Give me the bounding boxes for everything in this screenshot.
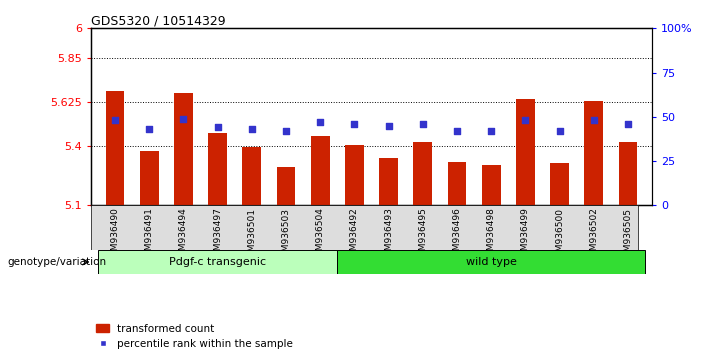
Bar — [585, 101, 603, 205]
Bar — [482, 165, 501, 205]
Bar — [174, 93, 193, 205]
Text: GDS5320 / 10514329: GDS5320 / 10514329 — [91, 14, 226, 27]
Point — [144, 126, 155, 132]
Text: GSM936505: GSM936505 — [623, 207, 632, 263]
Bar — [337, 250, 645, 274]
Text: GSM936496: GSM936496 — [453, 207, 461, 262]
Text: GSM936502: GSM936502 — [590, 207, 598, 262]
Bar — [277, 167, 295, 205]
Bar — [448, 162, 466, 205]
Text: GSM936497: GSM936497 — [213, 207, 222, 262]
Bar — [550, 163, 569, 205]
Text: genotype/variation: genotype/variation — [7, 257, 106, 267]
Bar — [379, 158, 398, 205]
Text: Pdgf-c transgenic: Pdgf-c transgenic — [169, 257, 266, 267]
Bar — [98, 250, 337, 274]
Text: GSM936503: GSM936503 — [282, 207, 290, 263]
Bar — [311, 136, 329, 205]
Text: GSM936501: GSM936501 — [247, 207, 257, 263]
Text: GSM936490: GSM936490 — [111, 207, 120, 262]
Point — [383, 123, 394, 129]
Bar — [106, 91, 125, 205]
Bar — [414, 142, 433, 205]
Point — [212, 125, 223, 130]
Bar — [243, 147, 261, 205]
Point — [520, 118, 531, 123]
Point — [622, 121, 634, 127]
Text: GSM936499: GSM936499 — [521, 207, 530, 262]
Point — [246, 126, 257, 132]
Point — [315, 119, 326, 125]
Bar — [516, 99, 535, 205]
Text: GSM936495: GSM936495 — [418, 207, 428, 262]
Bar — [345, 145, 364, 205]
Point — [178, 116, 189, 121]
Text: GSM936493: GSM936493 — [384, 207, 393, 262]
Text: wild type: wild type — [465, 257, 517, 267]
Bar — [140, 151, 158, 205]
Point — [554, 128, 565, 134]
Bar — [208, 132, 227, 205]
Text: GSM936494: GSM936494 — [179, 207, 188, 262]
Point — [280, 128, 292, 134]
Text: GSM936500: GSM936500 — [555, 207, 564, 263]
Text: GSM936504: GSM936504 — [315, 207, 325, 262]
Point — [588, 118, 599, 123]
Bar — [618, 142, 637, 205]
Point — [109, 118, 121, 123]
Point — [417, 121, 428, 127]
Text: GSM936498: GSM936498 — [486, 207, 496, 262]
Text: GSM936491: GSM936491 — [145, 207, 154, 262]
Point — [349, 121, 360, 127]
Point — [451, 128, 463, 134]
Text: GSM936492: GSM936492 — [350, 207, 359, 262]
Legend: transformed count, percentile rank within the sample: transformed count, percentile rank withi… — [96, 324, 293, 349]
Point — [486, 128, 497, 134]
